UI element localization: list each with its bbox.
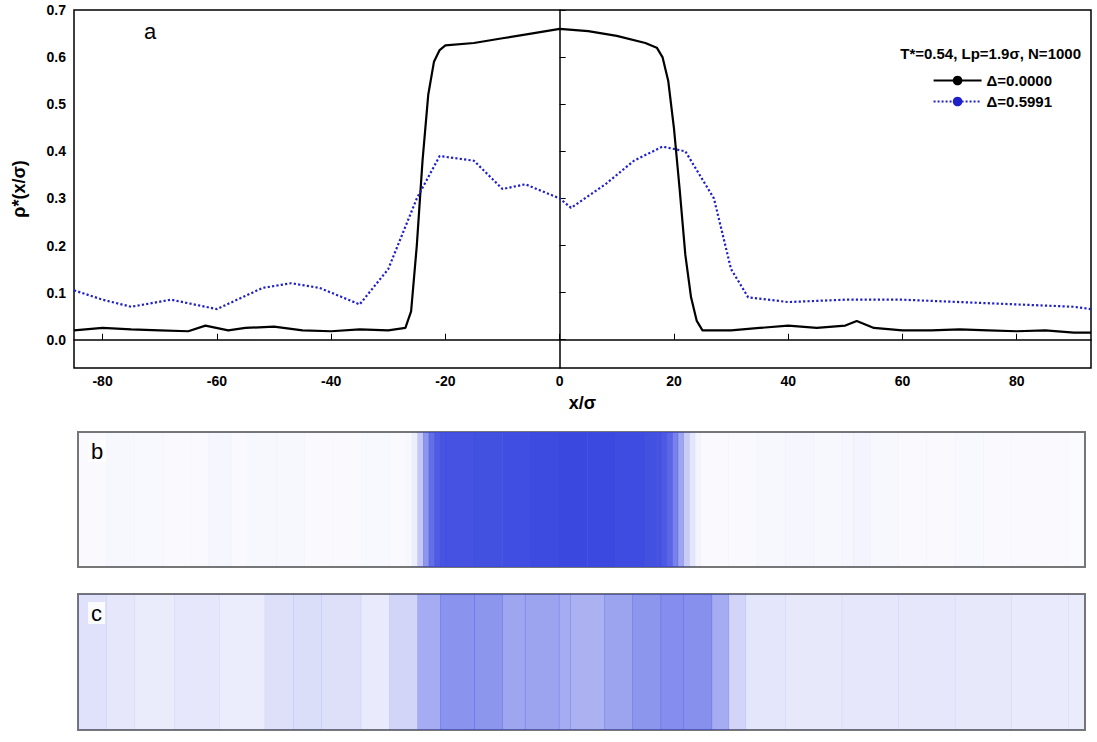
svg-text:0.0: 0.0 bbox=[47, 332, 67, 348]
svg-text:x/σ: x/σ bbox=[569, 393, 596, 413]
svg-text:T*=0.54, Lp=1.9σ, N=1000: T*=0.54, Lp=1.9σ, N=1000 bbox=[900, 45, 1081, 62]
svg-text:0.3: 0.3 bbox=[47, 190, 67, 206]
svg-text:-20: -20 bbox=[435, 373, 455, 389]
svg-text:Δ=0.0000: Δ=0.0000 bbox=[987, 72, 1052, 89]
svg-text:0: 0 bbox=[556, 373, 564, 389]
svg-text:Δ=0.5991: Δ=0.5991 bbox=[987, 93, 1052, 110]
svg-text:0.6: 0.6 bbox=[47, 49, 67, 65]
svg-text:a: a bbox=[144, 19, 157, 44]
svg-text:-80: -80 bbox=[92, 373, 112, 389]
svg-text:0.7: 0.7 bbox=[47, 2, 67, 18]
svg-text:-60: -60 bbox=[207, 373, 227, 389]
svg-text:40: 40 bbox=[780, 373, 796, 389]
svg-text:0.5: 0.5 bbox=[47, 96, 67, 112]
svg-text:0.1: 0.1 bbox=[47, 285, 67, 301]
svg-text:0.4: 0.4 bbox=[47, 143, 67, 159]
svg-text:b: b bbox=[91, 439, 103, 464]
svg-text:-40: -40 bbox=[321, 373, 341, 389]
svg-text:0.2: 0.2 bbox=[47, 238, 67, 254]
svg-text:80: 80 bbox=[1009, 373, 1025, 389]
svg-text:20: 20 bbox=[666, 373, 682, 389]
svg-text:c: c bbox=[91, 601, 102, 626]
svg-text:ρ*(x/σ): ρ*(x/σ) bbox=[9, 160, 29, 217]
svg-text:60: 60 bbox=[895, 373, 911, 389]
